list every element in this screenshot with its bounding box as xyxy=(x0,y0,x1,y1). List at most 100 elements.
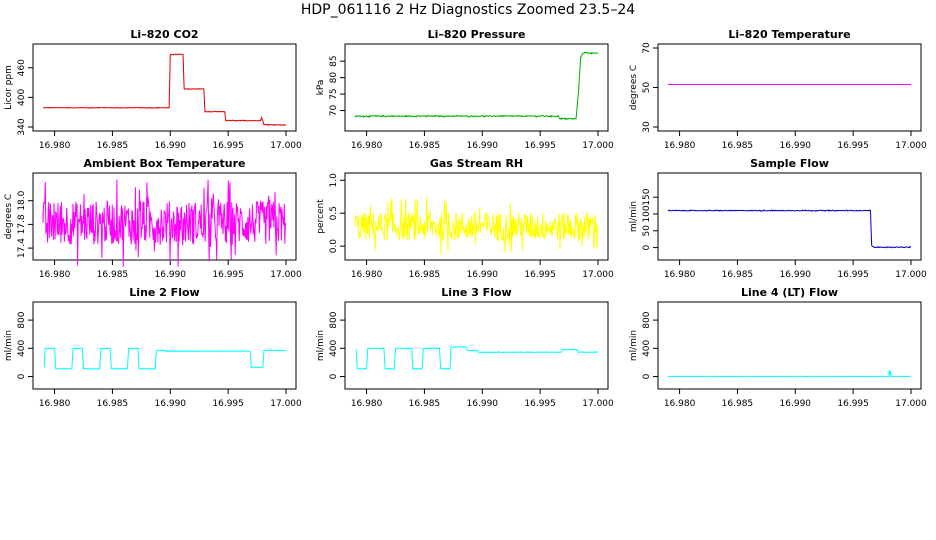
x-tick-label: 16.995 xyxy=(837,141,869,151)
x-tick-label: 16.980 xyxy=(664,270,696,280)
y-tick-label: 85 xyxy=(329,55,339,66)
plot-frame xyxy=(32,43,297,132)
x-tick-label: 16.995 xyxy=(837,399,869,409)
plot-frame xyxy=(344,301,609,390)
x-tick-label: 16.995 xyxy=(212,141,244,151)
y-tick-label: 340 xyxy=(17,118,27,135)
panel-3: Li–820 Temperature degrees C 30 50 70 16.980 1… xyxy=(629,28,927,151)
x-tick-label: 16.980 xyxy=(39,399,71,409)
y-tick-label: 75 xyxy=(329,88,339,99)
x-tick-label: 16.985 xyxy=(722,399,754,409)
panel-title: Li–820 CO2 xyxy=(130,28,198,41)
x-tick-label: 16.995 xyxy=(837,270,869,280)
x-tick-label: 16.980 xyxy=(351,399,383,409)
x-tick-label: 17.000 xyxy=(270,270,302,280)
y-axis-label: Licor ppm xyxy=(4,65,14,110)
y-tick-label: 50 xyxy=(642,225,652,237)
series-line xyxy=(43,347,286,371)
y-tick-label: 800 xyxy=(642,311,652,328)
plot-frame xyxy=(32,172,297,261)
y-axis-label: kPa xyxy=(316,80,326,96)
y-tick-label: 0 xyxy=(642,373,652,379)
y-tick-label: 0 xyxy=(329,373,339,379)
panel-title: Li–820 Pressure xyxy=(428,28,526,41)
y-axis-label: degrees C xyxy=(4,194,14,239)
x-tick-label: 17.000 xyxy=(270,399,302,409)
panel-title: Line 4 (LT) Flow xyxy=(741,286,838,299)
series-line xyxy=(668,209,911,249)
y-tick-label: 150 xyxy=(642,188,652,205)
x-tick-label: 17.000 xyxy=(895,399,927,409)
y-tick-label: 1.0 xyxy=(329,173,339,188)
x-tick-label: 17.000 xyxy=(582,270,614,280)
series-line xyxy=(667,370,911,378)
x-tick-label: 16.985 xyxy=(97,399,129,409)
x-tick-label: 16.990 xyxy=(467,270,499,280)
y-tick-label: 50 xyxy=(642,82,652,94)
plot-frame xyxy=(32,301,297,390)
series-line xyxy=(42,179,286,267)
x-tick-label: 16.990 xyxy=(467,399,499,409)
series-line xyxy=(354,197,598,255)
x-tick-label: 17.000 xyxy=(582,399,614,409)
y-tick-label: 400 xyxy=(642,339,652,356)
y-axis-label: ml/min xyxy=(4,330,14,361)
y-tick-label: 17.4 xyxy=(17,238,27,258)
x-tick-label: 16.985 xyxy=(409,270,441,280)
plot-frame xyxy=(657,172,922,261)
x-tick-label: 16.995 xyxy=(524,399,556,409)
plot-frame xyxy=(657,301,922,390)
x-tick-label: 16.990 xyxy=(780,141,812,151)
x-tick-label: 16.980 xyxy=(39,141,71,151)
y-tick-label: 800 xyxy=(329,311,339,328)
panel-9: Line 4 (LT) Flow ml/min 0 400 800 16.980 16.98… xyxy=(629,286,927,409)
y-tick-label: 0.5 xyxy=(329,206,339,220)
y-tick-label: 400 xyxy=(329,339,339,356)
y-tick-label: 400 xyxy=(17,89,27,106)
x-tick-label: 16.985 xyxy=(97,141,129,151)
x-tick-label: 16.990 xyxy=(155,270,187,280)
y-axis-label: ml/min xyxy=(629,330,639,361)
plot-frame xyxy=(657,43,922,132)
y-tick-label: 460 xyxy=(17,59,27,76)
panel-4: Ambient Box Temperature degrees C17.4 17.8… xyxy=(4,157,302,280)
y-tick-label: 70 xyxy=(642,42,652,54)
panel-title: Gas Stream RH xyxy=(430,157,523,170)
y-axis-label: degrees C xyxy=(629,65,639,110)
x-tick-label: 16.990 xyxy=(155,399,187,409)
series-line xyxy=(355,345,598,371)
plot-frame xyxy=(344,172,609,261)
x-tick-label: 16.985 xyxy=(409,141,441,151)
figure-title: HDP_061116 2 Hz Diagnostics Zoomed 23.5–… xyxy=(300,2,636,18)
x-tick-label: 16.990 xyxy=(780,399,812,409)
x-tick-label: 16.980 xyxy=(664,141,696,151)
y-tick-label: 100 xyxy=(642,205,652,222)
x-tick-label: 16.980 xyxy=(39,270,71,280)
y-axis-label: ml/min xyxy=(629,201,639,232)
x-tick-label: 16.990 xyxy=(780,270,812,280)
x-tick-label: 16.980 xyxy=(351,141,383,151)
x-tick-label: 16.990 xyxy=(467,141,499,151)
y-tick-label: 30 xyxy=(642,121,652,133)
panel-7: Line 2 Flow ml/min 0 400 800 16.980 16.985 16.9… xyxy=(4,286,302,409)
x-tick-label: 16.995 xyxy=(212,270,244,280)
x-tick-label: 16.990 xyxy=(155,141,187,151)
x-tick-label: 16.995 xyxy=(212,399,244,409)
y-axis-label: percent xyxy=(316,199,326,234)
y-tick-label: 17.8 xyxy=(17,214,27,234)
y-tick-label: 800 xyxy=(17,311,27,328)
x-tick-label: 17.000 xyxy=(895,141,927,151)
y-tick-label: 400 xyxy=(17,339,27,356)
y-axis-label: ml/min xyxy=(316,330,326,361)
panel-title: Line 2 Flow xyxy=(129,286,199,299)
y-tick-label: 0 xyxy=(642,244,652,250)
panel-title: Ambient Box Temperature xyxy=(84,157,246,170)
x-tick-label: 16.985 xyxy=(97,270,129,280)
y-tick-label: 0 xyxy=(17,373,27,379)
panel-title: Line 3 Flow xyxy=(441,286,511,299)
panel-8: Line 3 Flow ml/min 0 400 800 16.980 16.985 16.9… xyxy=(316,286,614,409)
